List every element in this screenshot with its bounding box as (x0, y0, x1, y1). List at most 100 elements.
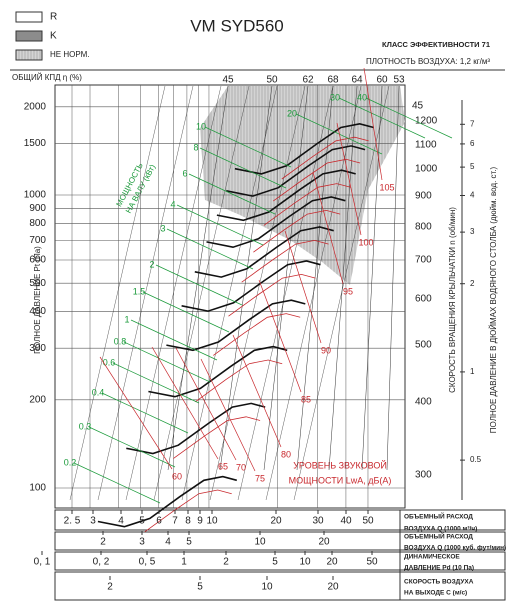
legend-label: R (50, 12, 57, 23)
inch-axis-label: ПОЛНОЕ ДАВЛЕНИЕ В ДЮЙМАХ ВОДЯНОГО СТОЛБА… (489, 166, 498, 433)
scale-tick-label: 10 (261, 582, 273, 593)
scale-tick-label: 30 (312, 516, 324, 527)
speed-tick-label: 300 (415, 470, 432, 481)
speed-curve (226, 145, 366, 197)
speed-curve (181, 260, 321, 312)
speed-curve (216, 169, 356, 222)
power-label: 2 (149, 259, 154, 269)
power-label: 6 (182, 168, 187, 178)
y-tick-label: 2000 (24, 101, 47, 112)
inch-tick-label: 7 (470, 119, 475, 128)
efficiency-ray (361, 85, 383, 471)
scale-tick-label: 0, 1 (34, 557, 51, 568)
k-curve (263, 183, 351, 226)
y-tick-label: 700 (29, 235, 46, 246)
sound-title: УРОВЕНЬ ЗВУКОВОЙ (293, 459, 387, 470)
plot-frame (54, 84, 406, 509)
power-label: 3 (160, 223, 165, 233)
power-line (204, 126, 292, 168)
scale-tick-label: 20 (326, 557, 338, 568)
scale-tick-label: 3 (90, 516, 96, 527)
efficiency-class: КЛАСС ЭФФЕКТИВНОСТИ 71 (382, 40, 490, 49)
speed-curve (166, 299, 306, 352)
efficiency-tick-label: 68 (327, 75, 339, 86)
scale-tick-label: 10 (299, 557, 311, 568)
speed-tick-label: 1000 (415, 164, 438, 175)
scale-label: ВОЗДУХА Q (1000 м³/ч) (404, 526, 477, 533)
speed-curve (126, 402, 266, 455)
inch-tick-label: 6 (470, 139, 475, 148)
power-line (142, 291, 230, 333)
speed-curve (97, 475, 238, 528)
power-label: 1.5 (133, 286, 146, 296)
sound-line (312, 171, 344, 285)
k-curve (281, 136, 369, 180)
y-tick-label: 500 (29, 278, 46, 289)
speed-curve (194, 226, 334, 278)
scale-tick-label: 4 (165, 537, 171, 548)
scale-row (54, 571, 506, 601)
legend-swatch-r (15, 11, 43, 23)
y-tick-label: 1000 (24, 190, 47, 201)
efficiency-tick-label: 62 (302, 75, 314, 86)
speed-tick-label: 600 (415, 294, 432, 305)
efficiency-tick-label: 60 (376, 75, 388, 86)
sound-line (175, 347, 237, 461)
y-tick-label: 600 (29, 255, 46, 266)
sound-label: 65 (218, 461, 228, 471)
speed-tick-label: 1200 (415, 116, 438, 127)
scale-label: ДИНАМИЧЕСКОЕ (404, 554, 460, 561)
speed-tick-label: 1100 (415, 140, 437, 151)
sound-label: 85 (301, 394, 311, 404)
sound-line (258, 279, 302, 393)
sound-title: МОЩНОСТИ LwA, дБ(A) (289, 475, 392, 485)
efficiency-ray (263, 85, 309, 471)
k-curve (173, 416, 261, 459)
inch-tick-label: 5 (470, 162, 475, 171)
scale-tick-label: 10 (206, 516, 218, 527)
k-curve (241, 239, 329, 283)
power-label: 30 (330, 92, 340, 102)
power-line (88, 426, 176, 468)
scale-tick-label: 6 (156, 516, 162, 527)
speed-tick-label: 500 (415, 340, 432, 351)
efficiency-ray (328, 85, 358, 471)
efficiency-tick-label: 45 (412, 101, 424, 112)
power-line (365, 97, 453, 139)
system-line (237, 85, 334, 501)
legend-swatch-nenorm (15, 49, 43, 61)
scale-tick-label: 20 (270, 516, 282, 527)
scale-tick-label: 2 (100, 537, 106, 548)
efficiency-tick-label: 64 (351, 75, 363, 86)
power-line (338, 97, 426, 139)
speed-tick-label: 400 (415, 397, 432, 408)
power-label: 0.2 (64, 457, 77, 467)
sound-label: 60 (172, 471, 182, 481)
k-curve (272, 158, 361, 202)
power-label: 10 (196, 121, 206, 131)
power-label: 40 (357, 92, 367, 102)
y-tick-label: 800 (29, 218, 46, 229)
inch-tick-label: 0.5 (470, 455, 482, 464)
inch-tick-label: 4 (470, 191, 475, 200)
efficiency-ray (167, 85, 229, 471)
inch-tick-label: 1 (470, 367, 475, 376)
system-line (69, 85, 166, 501)
k-curve (144, 489, 232, 533)
legend-label: НЕ НОРМ. (50, 50, 89, 59)
legend-swatch-k (15, 30, 43, 42)
sound-line (232, 334, 282, 448)
non-norm-region (200, 86, 405, 285)
k-curve (228, 273, 316, 317)
power-line (73, 462, 161, 504)
power-line (130, 319, 218, 361)
scale-tick-label: 0, 5 (139, 557, 156, 568)
speed-axis-label: СКОРОСТЬ ВРАЩЕНИЯ КРЫЛЬЧАТКИ n (об/мин) (448, 207, 457, 393)
y-tick-label: 900 (29, 203, 46, 214)
scale-tick-label: 50 (366, 557, 378, 568)
scale-label: ОБЪЕМНЫЙ РАСХОД (404, 512, 473, 521)
k-curve (195, 359, 283, 403)
power-line (199, 147, 287, 189)
speed-tick-label: 900 (415, 191, 432, 202)
title: VM SYD560 (190, 16, 284, 35)
